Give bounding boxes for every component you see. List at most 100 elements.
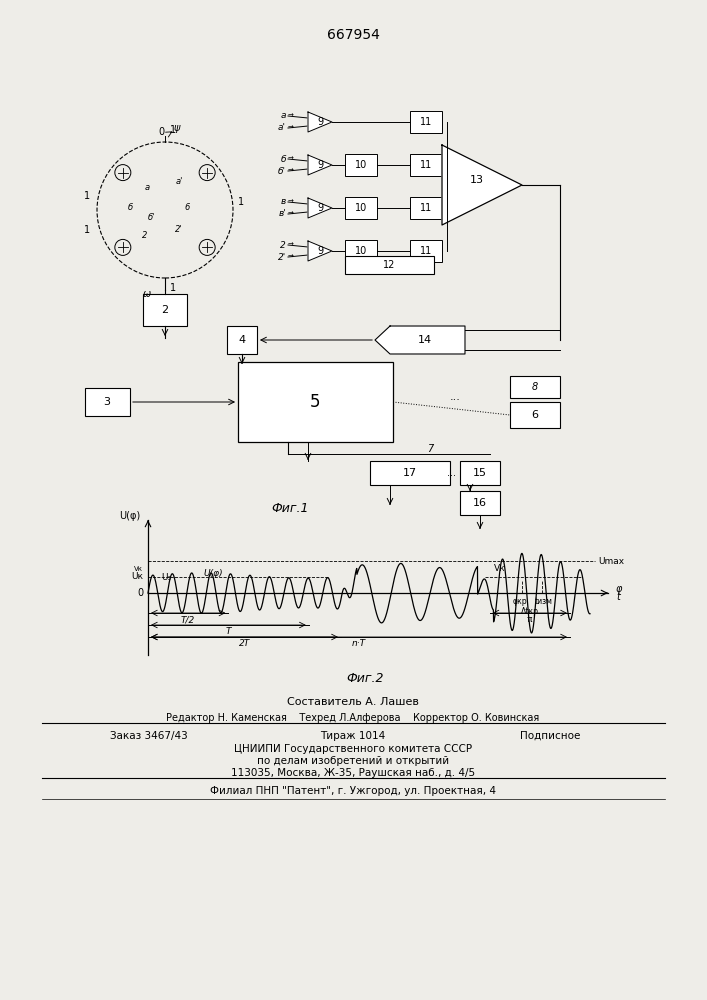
Text: б: б (127, 204, 133, 213)
Text: ЦНИИПИ Государственного комитета СССР: ЦНИИПИ Государственного комитета СССР (234, 744, 472, 754)
Text: 113035, Москва, Ж-35, Раушская наб., д. 4/5: 113035, Москва, Ж-35, Раушская наб., д. … (231, 768, 475, 778)
Polygon shape (375, 326, 465, 354)
Bar (410, 154, 442, 176)
Text: t: t (616, 592, 620, 602)
Text: 2': 2' (175, 226, 183, 234)
Text: Фиг.1: Фиг.1 (271, 502, 309, 514)
Text: →: → (288, 242, 294, 248)
Bar (460, 461, 500, 485)
Text: 7: 7 (427, 444, 433, 454)
Text: 0: 0 (158, 127, 164, 137)
Text: Редактор Н. Каменская    Техред Л.Алферова    Корректор О. Ковинская: Редактор Н. Каменская Техред Л.Алферова … (166, 713, 539, 723)
Text: T: T (226, 628, 231, 637)
Polygon shape (308, 241, 332, 261)
Bar (410, 197, 442, 219)
Text: 1: 1 (84, 225, 90, 235)
Text: a: a (281, 111, 286, 120)
Bar (410, 240, 442, 262)
Bar (345, 197, 377, 219)
Bar (410, 111, 442, 133)
Text: →: → (288, 156, 294, 162)
Text: 5: 5 (310, 393, 320, 411)
Text: 16: 16 (473, 498, 487, 508)
Text: 10: 10 (355, 203, 367, 213)
Bar (510, 402, 560, 428)
Text: Заказ 3467/43: Заказ 3467/43 (110, 731, 188, 741)
Text: →: → (288, 211, 294, 217)
Text: 1: 1 (84, 191, 90, 201)
Text: б: б (281, 154, 286, 163)
Text: ...: ... (448, 468, 457, 478)
Text: 15: 15 (473, 468, 487, 478)
Text: 6: 6 (532, 410, 539, 420)
Text: 667954: 667954 (327, 28, 380, 42)
Text: по делам изобретений и открытий: по делам изобретений и открытий (257, 756, 449, 766)
Text: U₃: U₃ (161, 573, 171, 582)
Text: ω: ω (143, 289, 151, 299)
Text: б': б' (278, 166, 286, 176)
Text: n·T: n·T (352, 640, 366, 648)
Text: ψ: ψ (174, 123, 180, 133)
Text: 9: 9 (317, 246, 323, 256)
Text: →: → (288, 254, 294, 260)
Text: ...: ... (450, 392, 460, 402)
Text: →: → (288, 199, 294, 205)
Text: Филиал ПНП "Патент", г. Ужгород, ул. Проектная, 4: Филиал ПНП "Патент", г. Ужгород, ул. Про… (210, 786, 496, 796)
Text: 11: 11 (420, 203, 432, 213)
Text: →: → (288, 113, 294, 119)
Bar (227, 326, 257, 354)
Text: 17: 17 (403, 468, 417, 478)
Text: 0: 0 (137, 588, 143, 598)
Text: 2T: 2T (239, 640, 250, 648)
Text: Vк: Vк (134, 566, 143, 572)
Text: 11: 11 (420, 160, 432, 170)
Text: 1: 1 (170, 125, 176, 135)
Text: 10: 10 (355, 246, 367, 256)
Text: Подписное: Подписное (520, 731, 580, 741)
Bar (345, 240, 377, 262)
Text: U(φ): U(φ) (204, 569, 223, 578)
Text: в: в (281, 198, 286, 207)
Text: 3: 3 (103, 397, 110, 407)
Text: 10: 10 (355, 160, 367, 170)
Polygon shape (308, 112, 332, 132)
Text: Uк: Uк (131, 572, 143, 581)
Text: в': в' (279, 210, 286, 219)
Text: φ: φ (616, 584, 622, 594)
Bar (510, 376, 560, 398)
Text: Δtкр: Δtкр (520, 606, 539, 615)
Text: U(φ): U(φ) (119, 511, 140, 521)
Bar (345, 154, 377, 176)
Text: 12: 12 (382, 260, 395, 270)
Text: →: → (288, 168, 294, 174)
Polygon shape (308, 198, 332, 218)
Bar (238, 362, 393, 442)
Text: a': a' (278, 123, 286, 132)
Text: 11: 11 (420, 246, 432, 256)
Polygon shape (442, 145, 522, 225)
Text: 9: 9 (317, 203, 323, 213)
Text: →: → (288, 125, 294, 131)
Bar (85, 388, 130, 416)
Text: φкр: φкр (513, 597, 527, 606)
Text: Фиг.2: Фиг.2 (346, 672, 384, 684)
Text: T/2: T/2 (181, 615, 195, 624)
Text: 11: 11 (420, 117, 432, 127)
Text: 1: 1 (170, 283, 176, 293)
Text: Umax: Umax (598, 557, 624, 566)
Text: 6: 6 (185, 204, 189, 213)
Text: Тираж 1014: Тираж 1014 (320, 731, 385, 741)
Text: 13: 13 (470, 175, 484, 185)
Text: 8: 8 (532, 382, 538, 392)
Bar (370, 461, 450, 485)
Text: a: a (144, 184, 150, 192)
Text: 1: 1 (238, 197, 244, 207)
Text: 14: 14 (418, 335, 432, 345)
Text: б': б' (147, 214, 155, 223)
Text: 9: 9 (317, 160, 323, 170)
Text: tизм: tизм (534, 597, 553, 606)
Bar (345, 256, 434, 274)
Bar (460, 491, 500, 515)
Polygon shape (308, 155, 332, 175)
Text: 9: 9 (317, 117, 323, 127)
